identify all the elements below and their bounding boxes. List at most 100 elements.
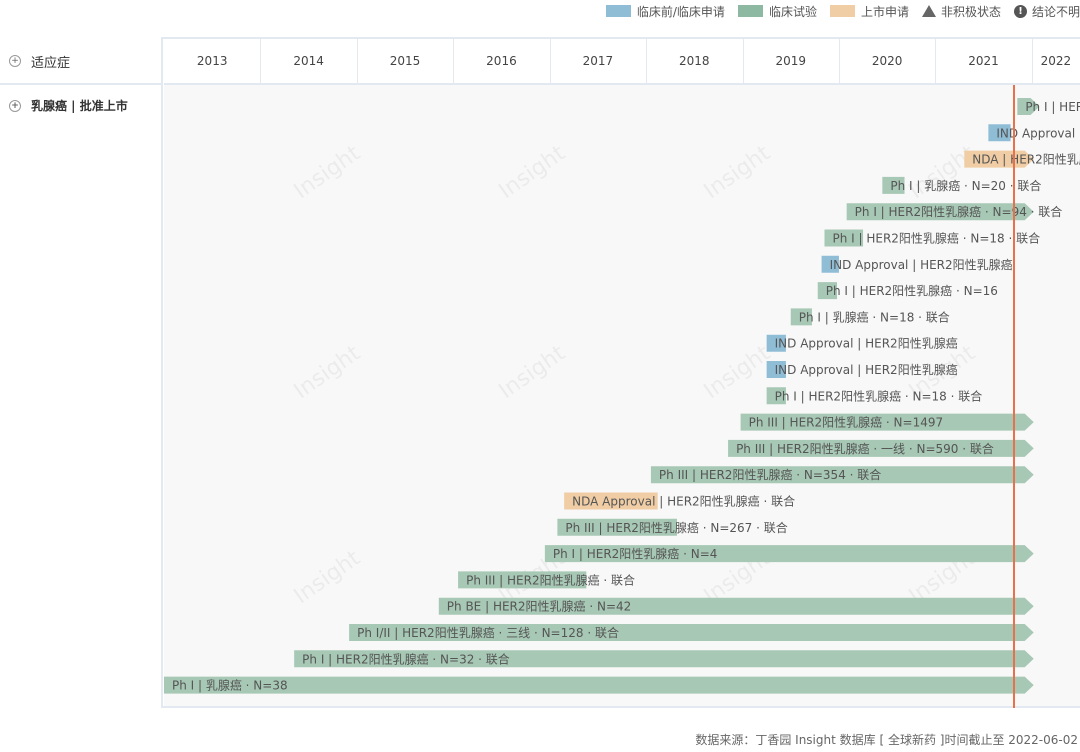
year-separator (549, 39, 551, 83)
gantt-bar[interactable]: Ph I/II | HER2阳性乳腺癌 · 三线 · N=128 · 联合 (349, 624, 1034, 641)
legend-swatch (737, 5, 763, 17)
year-tick-label: 2016 (486, 54, 517, 68)
year-tick-label: 2022 (1040, 54, 1072, 68)
gantt-bar-label: Ph BE | HER2阳性乳腺癌 · N=42 (447, 599, 631, 614)
info-circle-icon: ! (1013, 4, 1027, 18)
gantt-bar-shape[interactable] (728, 439, 1034, 457)
legend-label: 结论不明 (1031, 4, 1080, 19)
gantt-bar[interactable]: IND Approval | HER2阳性乳腺癌 (766, 361, 958, 378)
gantt-bar-shape[interactable] (882, 176, 905, 194)
gantt-bar-label: Ph I | HER2阳性乳腺癌 · N=18 · 联合 (775, 388, 983, 403)
gantt-bar[interactable]: Ph I | HER2阳性乳腺癌 · N=16 (817, 282, 998, 300)
indication-header[interactable]: + 适应症 (0, 39, 161, 85)
legend-item[interactable]: 上市申请 (829, 3, 909, 20)
legend: 临床前/临床申请 临床试验 上市申请 非积极状态! 结论不明 (605, 0, 1080, 22)
gantt-bar[interactable]: Ph III | HER2阳性乳腺癌 · 联合 (458, 571, 635, 589)
gantt-bar-shape[interactable] (458, 571, 587, 589)
year-separator (935, 39, 937, 83)
gantt-bar-shape[interactable] (821, 255, 839, 273)
gantt-bar-shape[interactable] (557, 518, 677, 536)
legend-swatch (829, 5, 855, 17)
gantt-bar-label: Ph I | HER2阳性乳腺癌 (1025, 99, 1080, 114)
gantt-bar[interactable]: Ph III | HER2阳性乳腺癌 · 一线 · N=590 · 联合 (728, 439, 1034, 457)
gantt-bar-label: IND Approval | HER2阳性乳腺癌 (830, 257, 1013, 272)
gantt-bar[interactable]: Ph I | HER2阳性乳腺癌 · N=18 · 联合 (766, 387, 983, 405)
triangle-icon (921, 5, 936, 17)
year-tick-label: 2014 (293, 54, 324, 68)
gantt-bar-label: NDA Approval | HER2阳性乳腺癌 · 联合 (572, 494, 795, 509)
legend-item[interactable]: ! 结论不明 (1013, 3, 1080, 20)
chart-frame (0, 37, 1080, 708)
gantt-bar-shape[interactable] (349, 624, 1034, 641)
gantt-bar[interactable]: IND Approval | HER2阳性乳腺癌 (988, 124, 1080, 142)
data-source-footer: 数据来源：丁香园 Insight 数据库 [ 全球新药 ]时间截止至 2022-… (695, 733, 1078, 747)
gantt-bar-label: Ph III | HER2阳性乳腺癌 · 一线 · N=590 · 联合 (736, 441, 994, 456)
indication-header-label: 适应症 (31, 55, 71, 71)
legend-swatch (605, 5, 631, 17)
indication-row-label: 乳腺癌 | 批准上市 (31, 99, 128, 113)
legend-item[interactable]: 非积极状态 (921, 3, 1001, 20)
gantt-bar-label: Ph I | HER2阳性乳腺癌 · N=16 (826, 283, 998, 298)
gantt-bar-shape[interactable] (650, 466, 1034, 484)
gantt-bar[interactable]: NDA Approval | HER2阳性乳腺癌 · 联合 (564, 492, 795, 510)
gantt-bar-shape[interactable] (544, 545, 1034, 563)
gantt-bar-label: Ph III | HER2阳性乳腺癌 · 联合 (466, 572, 635, 587)
gantt-bar-shape[interactable] (964, 150, 1034, 168)
legend-item[interactable]: 临床试验 (737, 3, 817, 20)
gantt-bar[interactable]: Ph III | HER2阳性乳腺癌 · N=267 · 联合 (557, 518, 788, 536)
year-tick-label: 2019 (775, 54, 806, 68)
gantt-bar-shape[interactable] (740, 413, 1034, 431)
legend-label: 临床前/临床申请 (636, 4, 725, 19)
gantt-bar-shape[interactable] (438, 597, 1034, 615)
gantt-bar-label: Ph I | HER2阳性乳腺癌 · N=94 · 联合 (855, 204, 1063, 219)
year-tick-label: 2020 (871, 54, 903, 68)
legend-item[interactable]: 临床前/临床申请 (605, 3, 725, 20)
year-separator (646, 39, 648, 83)
gantt-bar[interactable]: Ph I | HER2阳性乳腺癌 · N=94 · 联合 (846, 203, 1063, 221)
gantt-bar-shape[interactable] (824, 229, 864, 247)
gantt-bar-label: Ph III | HER2阳性乳腺癌 · N=354 · 联合 (659, 467, 881, 482)
gantt-bar-shape[interactable] (766, 387, 786, 405)
gantt-bar[interactable]: Ph III | HER2阳性乳腺癌 · N=354 · 联合 (650, 466, 1034, 484)
year-tick-label: 2018 (679, 54, 710, 68)
gantt-bar-shape[interactable] (846, 203, 1034, 221)
gantt-bar-shape[interactable] (164, 676, 1034, 694)
indication-row-breast-cancer[interactable]: + 乳腺癌 | 批准上市 (0, 97, 128, 114)
gantt-bar-shape[interactable] (790, 308, 812, 326)
gantt-bar[interactable]: IND Approval | HER2阳性乳腺癌 (766, 334, 958, 352)
gantt-bar-label: Ph I | 乳腺癌 · N=20 · 联合 (890, 178, 1041, 193)
gantt-bar[interactable]: Ph I | 乳腺癌 · N=18 · 联合 (790, 308, 950, 326)
gantt-bar[interactable]: Ph I | 乳腺癌 · N=20 · 联合 (882, 176, 1041, 194)
gantt-bar-label: IND Approval | HER2阳性乳腺癌 (775, 336, 958, 351)
gantt-bar[interactable]: NDA | HER2阳性乳腺癌 (964, 150, 1080, 168)
gantt-bar[interactable]: Ph I | HER2阳性乳腺癌 · N=32 · 联合 (294, 650, 1034, 668)
year-separator (838, 39, 840, 83)
gantt-bar-shape[interactable] (766, 334, 786, 352)
expand-row-icon[interactable]: + (9, 99, 21, 112)
gantt-bar-label: Ph I | 乳腺癌 · N=18 · 联合 (799, 309, 950, 324)
year-tick-label: 2017 (582, 54, 614, 68)
data-cutoff-line (1013, 85, 1015, 708)
gantt-bar[interactable]: IND Approval | HER2阳性乳腺癌 (821, 255, 1013, 273)
year-separator (356, 39, 358, 83)
gantt-bar[interactable]: Ph I | HER2阳性乳腺癌 · N=18 · 联合 (824, 229, 1040, 247)
year-tick-label: 2013 (196, 54, 228, 68)
gantt-bar[interactable]: Ph III | HER2阳性乳腺癌 · N=1497 (740, 413, 1034, 431)
gantt-bar-label: Ph III | HER2阳性乳腺癌 · N=1497 (749, 415, 944, 430)
gantt-bar[interactable]: Ph I | HER2阳性乳腺癌 · N=4 (544, 545, 1034, 563)
gantt-bar[interactable]: Ph I | HER2阳性乳腺癌 (1017, 98, 1080, 115)
gantt-bar-shape[interactable] (817, 282, 838, 300)
expand-all-icon[interactable]: + (9, 55, 21, 67)
legend-label: 临床试验 (768, 4, 817, 19)
gantt-bar-shape[interactable] (1017, 98, 1040, 115)
gantt-bar-shape[interactable] (294, 650, 1034, 668)
gantt-bar-shape[interactable] (766, 361, 786, 378)
gantt-bar-label: IND Approval | HER2阳性乳腺癌 (996, 125, 1080, 140)
gantt-bar[interactable]: Ph BE | HER2阳性乳腺癌 · N=42 (438, 597, 1034, 615)
gantt-bar[interactable]: Ph I | 乳腺癌 · N=38 (164, 676, 1034, 694)
gantt-bar-shape[interactable] (988, 124, 1011, 142)
year-axis: 2013 2014 2015 2016 2017 2018 2019 2020 2021 2022 (164, 39, 1080, 85)
indication-column (0, 37, 163, 708)
gantt-bar-shape[interactable] (564, 492, 658, 510)
